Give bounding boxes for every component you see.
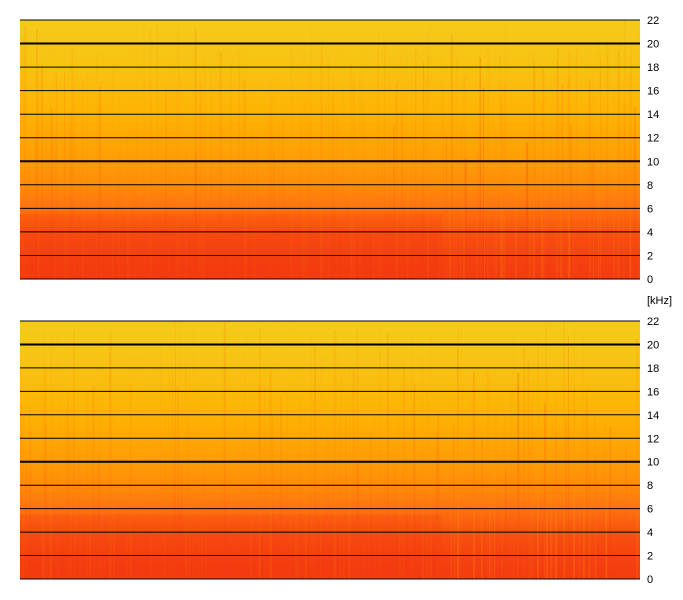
y-tick-label: 2 [647, 251, 653, 263]
y-tick-label: 10 [647, 457, 659, 469]
y-tick-label: 14 [647, 410, 659, 422]
y-tick-label: 4 [647, 527, 653, 539]
y-tick-label: 12 [647, 433, 659, 445]
y-tick-label: 2 [647, 551, 653, 563]
y-tick-label: 22 [647, 15, 659, 27]
y-tick-label: 20 [647, 340, 659, 352]
y-tick-label: 12 [647, 133, 659, 145]
y-tick-label: 22 [647, 316, 659, 328]
y-tick-label: 16 [647, 86, 659, 98]
y-tick-label: 6 [647, 203, 653, 215]
y-tick-label: 16 [647, 386, 659, 398]
y-tick-label: 20 [647, 39, 659, 51]
spectrogram-panel-bottom: 0 2 4 6 8 10 12 14 16 18 20 22 [20, 316, 659, 586]
y-tick-label: 18 [647, 363, 659, 375]
y-tick-label: 8 [647, 180, 653, 192]
y-tick-label: 8 [647, 480, 653, 492]
y-tick-label: 18 [647, 62, 659, 74]
y-tick-label: 0 [647, 274, 653, 286]
y-tick-label: 0 [647, 574, 653, 586]
spectrogram-background [20, 20, 640, 279]
y-tick-label: 4 [647, 227, 653, 239]
spectrogram-texture [20, 321, 640, 579]
spectrogram-panel-top: 0 2 4 6 8 10 12 14 16 18 20 22 [20, 15, 659, 286]
y-tick-label: 10 [647, 156, 659, 168]
y-tick-label: 6 [647, 504, 653, 516]
y-axis-unit-label: [kHz] [647, 295, 672, 307]
spectrogram-background [20, 321, 640, 579]
y-tick-label: 14 [647, 109, 659, 121]
